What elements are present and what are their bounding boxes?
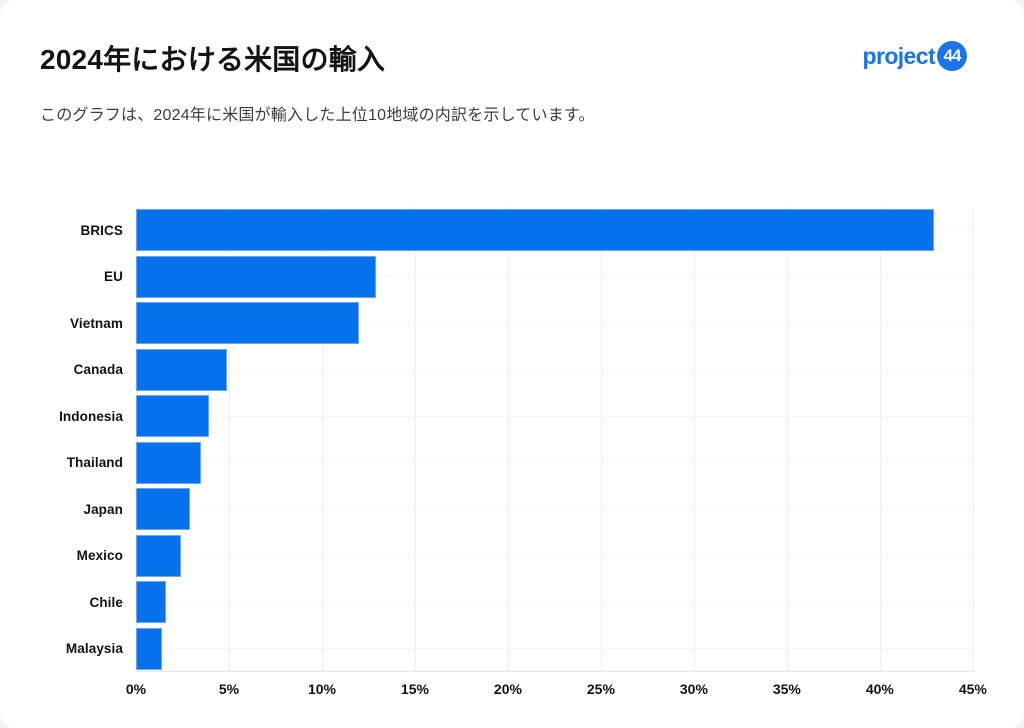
- bar-track: [136, 627, 984, 670]
- chart-row: Malaysia: [40, 626, 984, 673]
- chart-row: Vietnam: [40, 300, 984, 347]
- chart-rows: BRICS EU Vietnam Canada Indonesia Thailand Jap…: [40, 207, 984, 672]
- bar-track: [136, 209, 984, 252]
- bar-track: [136, 302, 984, 345]
- bar-track: [136, 441, 984, 484]
- imports-bar-chart: BRICS EU Vietnam Canada Indonesia Thailand Jap…: [40, 207, 987, 706]
- bar-track: [136, 348, 984, 391]
- x-tick-label: 35%: [772, 681, 801, 697]
- chart-row: Chile: [40, 579, 984, 626]
- page-subtitle: このグラフは、2024年に米国が輸入した上位10地域の内訳を示しています。: [40, 107, 595, 124]
- x-tick-label: 15%: [400, 681, 429, 697]
- bar-eu: [136, 255, 376, 298]
- category-label: Mexico: [76, 548, 123, 564]
- x-tick-label: 0%: [125, 681, 147, 697]
- chart-row: Mexico: [40, 533, 984, 580]
- category-label: Japan: [83, 501, 123, 517]
- bar-track: [136, 488, 984, 531]
- category-label: Canada: [73, 362, 123, 378]
- bar-track: [136, 255, 984, 298]
- x-tick-label: 20%: [493, 681, 522, 697]
- x-tick-label: 5%: [218, 681, 240, 697]
- category-label: BRICS: [80, 222, 123, 238]
- x-tick-label: 45%: [958, 681, 987, 697]
- x-tick-label: 40%: [865, 681, 894, 697]
- x-tick-label: 30%: [679, 681, 708, 697]
- bar-indonesia: [136, 395, 209, 438]
- category-label: Chile: [89, 594, 123, 610]
- bar-malaysia: [136, 627, 163, 670]
- x-axis: 0% 5% 10% 15% 20% 25% 30% 35% 40% 45%: [126, 672, 987, 706]
- bar-track: [136, 395, 984, 438]
- category-label: Malaysia: [65, 641, 123, 657]
- category-label: Indonesia: [59, 408, 123, 424]
- bar-brics: [136, 209, 934, 252]
- bar-vietnam: [136, 302, 360, 345]
- bar-chile: [136, 581, 166, 624]
- bar-track: [136, 534, 984, 577]
- category-label: Thailand: [66, 455, 123, 471]
- x-tick-label: 25%: [586, 681, 615, 697]
- chart-row: Indonesia: [40, 393, 984, 440]
- bar-thailand: [136, 441, 202, 484]
- chart-row: EU: [40, 254, 984, 301]
- project44-logo: project 44: [863, 41, 967, 71]
- category-label: Vietnam: [70, 315, 123, 331]
- bar-mexico: [136, 534, 181, 577]
- page-title: 2024年における米国の輸入: [40, 44, 386, 75]
- category-label: EU: [104, 269, 123, 285]
- project44-logo-text: project: [862, 43, 936, 69]
- bar-japan: [136, 488, 190, 531]
- project44-logo-badge-icon: 44: [937, 41, 967, 71]
- chart-row: Japan: [40, 486, 984, 533]
- chart-row: Thailand: [40, 440, 984, 487]
- chart-row: Canada: [40, 347, 984, 394]
- chart-row: BRICS: [40, 207, 984, 254]
- bar-canada: [136, 348, 228, 391]
- x-tick-label: 10%: [307, 681, 336, 697]
- bar-track: [136, 581, 984, 624]
